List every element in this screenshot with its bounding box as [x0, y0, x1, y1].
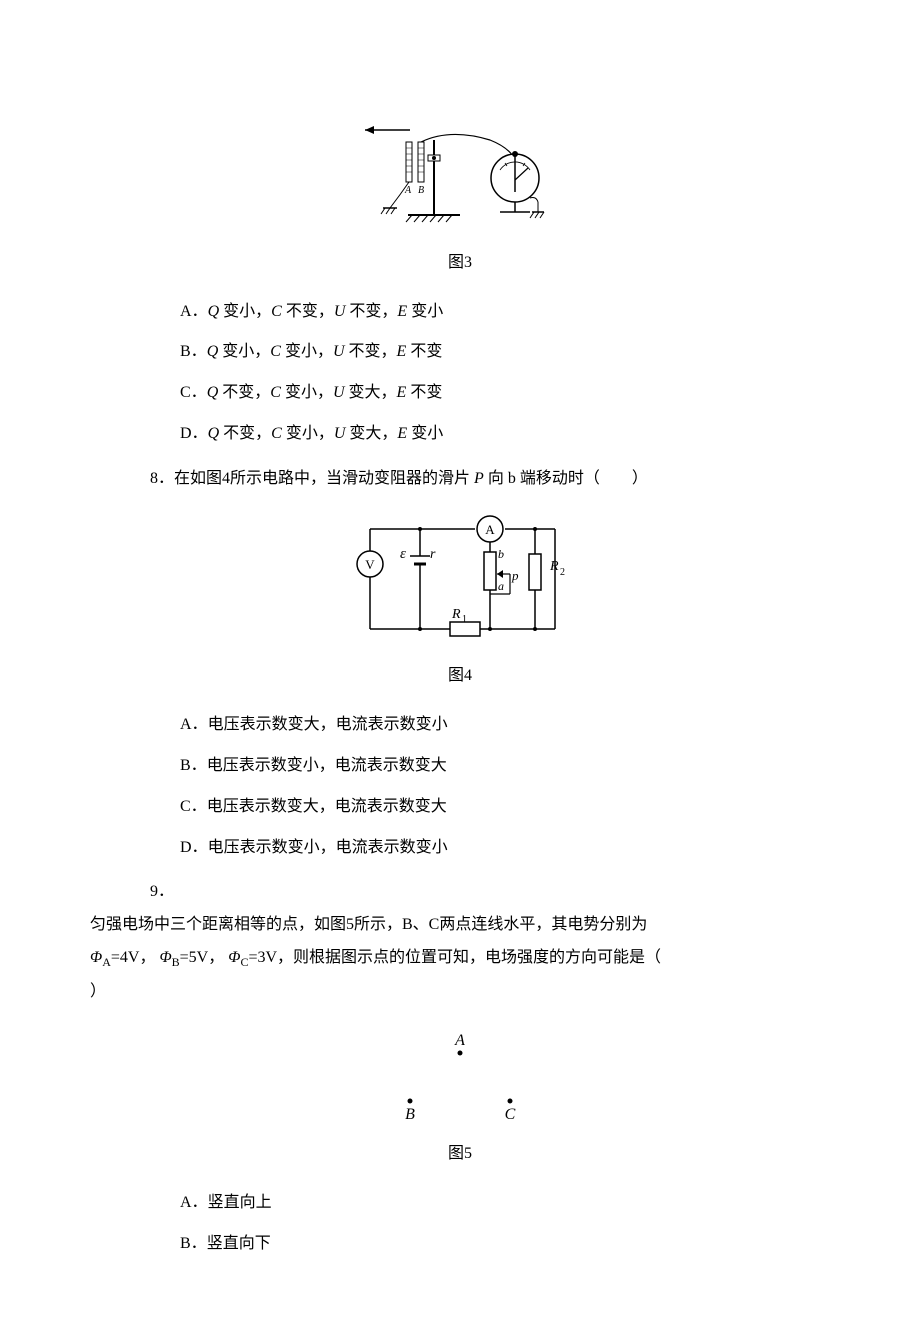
fig4-p: p [511, 568, 519, 583]
q8-d-letter: D． [180, 839, 208, 856]
figure-3: A B [90, 120, 830, 278]
q9-line2: ΦA=4V， ΦB=5V， ΦC=3V，则根据图示点的位置可知，电场强度的方向可… [90, 944, 830, 974]
figure-5-caption: 图5 [90, 1140, 830, 1169]
question-9-number: 9． [150, 878, 830, 907]
figure-4-caption: 图4 [90, 662, 830, 691]
q8-c-letter: C． [180, 798, 207, 815]
q9-b-text: 竖直向下 [207, 1235, 271, 1252]
q8-a-text: 电压表示数变大，电流表示数变小 [208, 716, 448, 733]
q8-d-text: 电压表示数变小，电流表示数变小 [208, 839, 448, 856]
q8-b-text: 电压表示数变小，电流表示数变大 [207, 757, 447, 774]
q8-b-letter: B． [180, 757, 207, 774]
document-page: A B [0, 0, 920, 1331]
q8-option-c: C．电压表示数变大，电流表示数变大 [180, 793, 830, 822]
fig5-b-label: B [405, 1106, 415, 1122]
q9-phi-b: Φ [159, 949, 171, 966]
fig4-a-end: a [498, 579, 504, 593]
fig4-v-label: V [365, 557, 375, 572]
figure-3-svg: A B [350, 120, 570, 230]
figure-4: V A ε r R 1 b a p [90, 514, 830, 692]
q8-c-text: 电压表示数变大，电流表示数变大 [207, 798, 447, 815]
figure-5-svg: A B C [370, 1027, 550, 1122]
q9-sub-a: A [102, 955, 111, 969]
q7-option-b: B．Q 变小，C 变小，U 不变，E 不变 [180, 338, 830, 367]
q7-c-letter: C． [180, 384, 207, 401]
q9-a-text: 竖直向上 [208, 1194, 272, 1211]
fig4-r1: R [451, 607, 461, 622]
q9-sub-b: B [172, 955, 180, 969]
fig5-c-label: C [505, 1106, 516, 1122]
q9-a-letter: A． [180, 1194, 208, 1211]
fig4-r1-sub: 1 [462, 614, 467, 625]
q7-option-d: D．Q 不变，C 变小，U 变大，E 变小 [180, 420, 830, 449]
q7-d-letter: D． [180, 425, 208, 442]
fig4-b: b [498, 547, 504, 561]
q8-option-b: B．电压表示数变小，电流表示数变大 [180, 752, 830, 781]
figure-4-svg: V A ε r R 1 b a p [340, 514, 580, 644]
q9-b-letter: B． [180, 1235, 207, 1252]
fig3-label-b: B [418, 185, 424, 196]
q9-phi-a: Φ [90, 949, 102, 966]
q8-a-letter: A． [180, 716, 208, 733]
q9-phi-c: Φ [228, 949, 240, 966]
figure-5: A B C 图5 [90, 1027, 830, 1170]
fig4-r2-sub: 2 [560, 567, 565, 578]
q9-option-b: B．竖直向下 [180, 1230, 830, 1259]
fig4-r: r [430, 547, 436, 562]
q7-a-letter: A． [180, 303, 208, 320]
q8-option-d: D．电压表示数变小，电流表示数变小 [180, 834, 830, 863]
fig5-a-label: A [454, 1032, 465, 1049]
q8-option-a: A．电压表示数变大，电流表示数变小 [180, 711, 830, 740]
figure-3-caption: 图3 [90, 249, 830, 278]
q7-option-c: C．Q 不变，C 变小，U 变大，E 不变 [180, 379, 830, 408]
q7-option-a: A．Q 变小，C 不变，U 不变，E 变小 [180, 298, 830, 327]
q9-val-a: =4V， [111, 949, 156, 966]
fig4-r2: R [549, 559, 559, 574]
q9-line3: ） [90, 978, 830, 1007]
q9-val-c: =3V，则根据图示点的位置可知，电场强度的方向可能是（ [248, 949, 661, 966]
q9-val-b: =5V， [180, 949, 225, 966]
q8-number: 8． [150, 470, 174, 487]
q9-line1: 匀强电场中三个距离相等的点，如图5所示，B、C两点连线水平，其电势分别为 [90, 911, 830, 940]
q7-b-letter: B． [180, 343, 207, 360]
fig4-eps: ε [400, 546, 406, 562]
fig4-a-label: A [485, 522, 495, 537]
question-8: 8．在如图4所示电路中，当滑动变阻器的滑片 P 向 b 端移动时（ ） [150, 465, 830, 494]
q9-option-a: A．竖直向上 [180, 1189, 830, 1218]
